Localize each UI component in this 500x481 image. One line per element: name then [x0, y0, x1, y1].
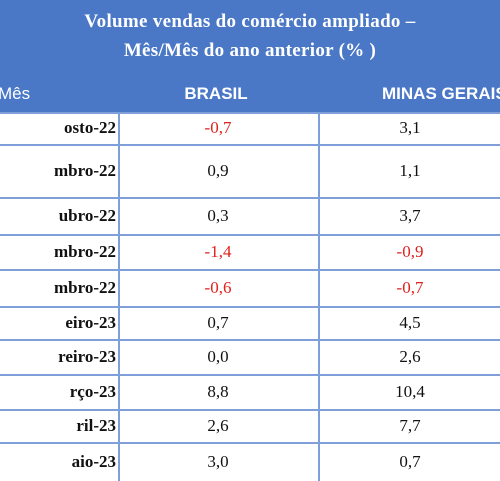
row-divider — [0, 197, 500, 199]
cell-brasil: 0,3 — [207, 206, 229, 225]
row-divider — [0, 442, 500, 444]
column-divider — [118, 112, 120, 481]
cell-brasil: -0,6 — [204, 278, 232, 297]
cell-minas-gerais: 3,7 — [399, 206, 421, 225]
row-divider — [0, 269, 500, 271]
cell-brasil: 0,0 — [207, 347, 229, 366]
cell-minas-gerais: -0,7 — [396, 278, 424, 297]
row-divider — [0, 144, 500, 146]
header-brasil: BRASIL — [184, 84, 248, 103]
cell-minas-gerais: -0,9 — [396, 242, 424, 261]
row-divider — [0, 306, 500, 308]
cell-mes: rço-23 — [69, 382, 116, 401]
cell-minas-gerais: 0,7 — [399, 452, 421, 471]
row-divider — [0, 409, 500, 411]
cell-brasil: 3,0 — [207, 452, 229, 471]
cell-mes: ril-23 — [76, 416, 116, 435]
table-header-row: Mês BRASIL MINAS GERAIS — [0, 72, 500, 112]
cell-mes: mbro-22 — [53, 242, 116, 261]
row-divider — [0, 374, 500, 376]
cell-mes: mbro-22 — [53, 161, 116, 180]
column-divider — [318, 112, 320, 481]
cell-minas-gerais: 2,6 — [399, 347, 421, 366]
row-divider — [0, 112, 500, 114]
row-divider — [0, 234, 500, 236]
cell-minas-gerais: 3,1 — [399, 118, 421, 137]
cell-brasil: 0,7 — [207, 313, 229, 332]
cell-mes: ubro-22 — [58, 206, 116, 225]
cell-mes: osto-22 — [64, 118, 116, 137]
cell-brasil: -1,4 — [204, 242, 232, 261]
table-title-band: Volume vendas do comércio ampliado – Mês… — [0, 0, 500, 72]
row-divider — [0, 339, 500, 341]
cell-brasil: 2,6 — [207, 416, 229, 435]
cell-mes: aio-23 — [71, 452, 116, 471]
cell-brasil: 0,9 — [207, 161, 229, 180]
header-mes: Mês — [0, 84, 31, 103]
cell-mes: mbro-22 — [53, 278, 116, 297]
table-title-line-2: Mês/Mês do ano anterior (% ) — [123, 40, 377, 61]
cell-brasil: 8,8 — [207, 382, 229, 401]
cell-mes: reiro-23 — [58, 347, 116, 366]
cell-minas-gerais: 7,7 — [399, 416, 421, 435]
header-minas-gerais: MINAS GERAIS — [382, 84, 500, 103]
cell-mes: eiro-23 — [65, 313, 116, 332]
cell-minas-gerais: 1,1 — [399, 161, 421, 180]
table-title-line-1: Volume vendas do comércio ampliado – — [84, 11, 416, 32]
cell-brasil: -0,7 — [204, 118, 232, 137]
cell-minas-gerais: 4,5 — [399, 313, 421, 332]
cell-minas-gerais: 10,4 — [395, 382, 425, 401]
